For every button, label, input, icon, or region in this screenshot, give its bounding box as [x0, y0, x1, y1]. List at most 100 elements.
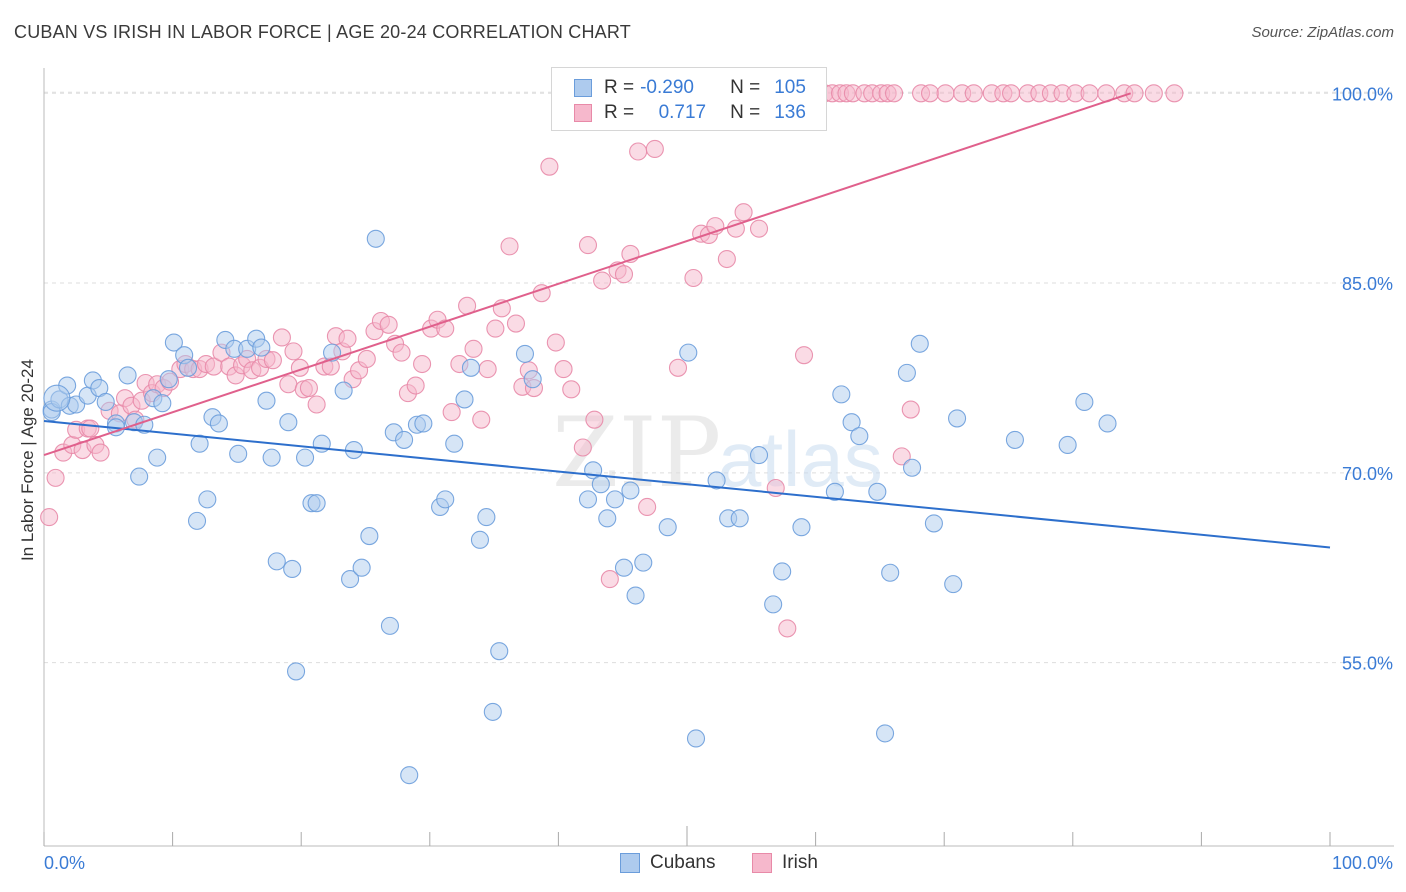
cuban-point [910, 334, 929, 353]
cuban-point [825, 482, 844, 501]
cuban-point [470, 530, 490, 549]
cuban-point [944, 575, 963, 594]
cuban-swatch [574, 79, 592, 97]
legend-item-cubans: Cubans [620, 852, 716, 874]
cuban-point [164, 333, 183, 352]
cuban-point [490, 642, 509, 661]
cuban-point [334, 381, 353, 400]
irish-point [892, 447, 911, 466]
irish-point [1165, 84, 1184, 103]
irish-point [1080, 84, 1099, 103]
irish-legend-swatch [752, 853, 772, 873]
cuban-point [634, 553, 653, 572]
irish-point [1144, 84, 1163, 103]
irish-point [284, 342, 303, 361]
cuban-point [148, 448, 167, 467]
cuban-point [395, 430, 414, 449]
irish-point [593, 271, 612, 290]
n-label: N = [730, 102, 761, 123]
cuban-point [209, 414, 228, 433]
cuban-point [252, 338, 271, 357]
irish-point [749, 219, 769, 238]
cuban-point [283, 559, 302, 579]
gridlines [44, 91, 1394, 664]
cuban-point [445, 434, 464, 453]
irish-point [1125, 84, 1144, 103]
y-tick-label: 55.0% [1342, 654, 1393, 674]
cuban-point [400, 766, 419, 785]
irish-point [392, 343, 411, 362]
cuban-point [380, 616, 399, 635]
cuban-point [686, 729, 706, 748]
cuban-point [948, 409, 967, 428]
irish-point [307, 395, 326, 414]
cuban-point [187, 511, 207, 530]
irish-point [540, 157, 559, 176]
irish-point [573, 438, 592, 457]
axes [43, 68, 1394, 847]
cuban-point [868, 482, 887, 501]
cuban-point [679, 343, 698, 362]
irish-point [91, 443, 110, 462]
cuban-point [658, 518, 677, 537]
irish-point [578, 236, 598, 255]
cuban-point [875, 724, 895, 743]
cuban-point [792, 518, 811, 537]
cuban-point [614, 558, 634, 577]
cuban-point [483, 702, 502, 721]
cuban-point [287, 662, 306, 681]
cuban-points [42, 229, 1117, 785]
irish-point [506, 314, 526, 333]
irish-point [478, 360, 497, 379]
legend-row-cubans: R = -0.290 N = 105 [574, 76, 806, 100]
cuban-point [229, 444, 248, 463]
cuban-point [190, 434, 209, 453]
r-value: -0.290 [640, 77, 694, 98]
y-axis-label: In Labor Force | Age 20-24 [18, 359, 37, 561]
cuban-point [360, 527, 379, 546]
irish-legend-label: Irish [782, 852, 818, 873]
legend-row-irish: R = 0.717 N = 136 [574, 101, 806, 125]
irish-point [546, 333, 565, 352]
irish-point [357, 349, 376, 369]
cuban-point [1058, 435, 1077, 455]
cuban-point [96, 392, 115, 412]
irish-point [406, 376, 425, 395]
n-value: 136 [774, 102, 806, 123]
cuban-point [515, 344, 535, 363]
irish-point [645, 139, 664, 159]
irish-point [472, 410, 491, 429]
cuban-point [436, 490, 455, 509]
cuban-point [257, 391, 276, 410]
irish-point [585, 410, 604, 429]
cuban-point [764, 595, 783, 614]
cuban-point [352, 558, 371, 577]
irish-point [629, 142, 648, 161]
cuban-point [591, 475, 610, 494]
r-label: R = [604, 102, 635, 123]
cuban-point [881, 563, 900, 582]
irish-point [734, 203, 753, 222]
y-tick-label: 85.0% [1342, 274, 1393, 294]
cuban-point [523, 370, 542, 389]
cuban-point [279, 413, 298, 432]
cuban-point [598, 509, 617, 528]
irish-point [279, 375, 298, 394]
irish-point [486, 319, 505, 338]
correlation-legend: R = -0.290 N = 105 R = 0.717 N = 136 [551, 67, 827, 131]
irish-point [500, 237, 519, 256]
cuban-point [605, 490, 625, 509]
cuban-point [773, 562, 792, 581]
chart-title: CUBAN VS IRISH IN LABOR FORCE | AGE 20-2… [14, 22, 631, 42]
irish-point [436, 319, 455, 338]
irish-point [1002, 84, 1021, 103]
y-tick-label: 70.0% [1342, 464, 1393, 484]
irish-point [684, 268, 703, 288]
irish-point [379, 315, 398, 334]
irish-point [717, 249, 736, 269]
irish-point [794, 346, 814, 365]
cuban-point [296, 448, 315, 467]
cuban-legend-label: Cubans [650, 852, 716, 873]
cuban-point [1005, 430, 1024, 449]
irish-point [600, 570, 619, 589]
